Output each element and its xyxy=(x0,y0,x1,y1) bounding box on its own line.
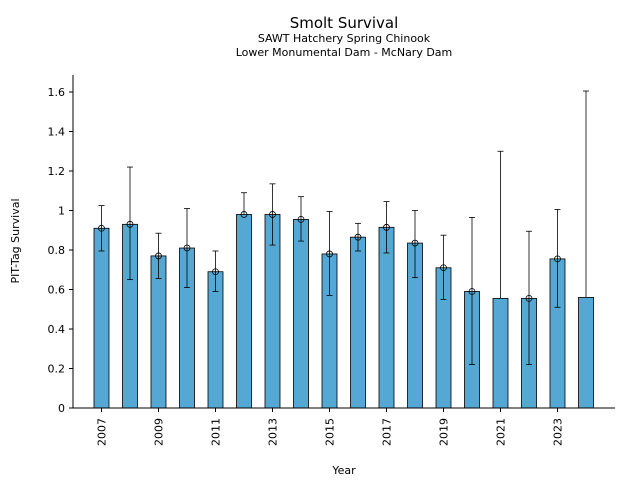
point-marker-2016 xyxy=(354,233,362,241)
x-tick-label: 2009 xyxy=(153,418,166,446)
plot-area xyxy=(93,90,594,409)
y-tick-label: 0 xyxy=(58,402,65,415)
bar-2014 xyxy=(293,218,309,409)
x-axis-label: Year xyxy=(331,464,356,477)
x-tick-label: 2013 xyxy=(267,418,280,446)
bar-2021 xyxy=(492,297,509,409)
point-marker-2019 xyxy=(440,264,447,272)
point-marker-2020 xyxy=(468,288,476,295)
chart-subtitle-line-1: SAWT Hatchery Spring Chinook xyxy=(258,32,431,45)
y-tick-label: 1 xyxy=(58,205,65,218)
point-marker-2014 xyxy=(297,215,305,223)
point-marker-2010 xyxy=(183,244,191,252)
y-tick-label: 0.6 xyxy=(48,284,66,297)
y-tick-label: 0.4 xyxy=(48,323,66,336)
point-marker-2015 xyxy=(326,250,333,258)
y-tick-label: 1.2 xyxy=(48,165,66,178)
chart-title: Smolt Survival xyxy=(290,14,399,32)
point-marker-2012 xyxy=(240,211,248,218)
x-tick-label: 2011 xyxy=(210,418,223,446)
point-marker-2023 xyxy=(554,255,561,263)
x-tick-label: 2023 xyxy=(552,418,565,446)
point-marker-2018 xyxy=(411,239,419,247)
point-marker-2013 xyxy=(269,211,276,218)
y-tick-label: 0.2 xyxy=(48,363,66,376)
point-marker-2008 xyxy=(126,220,134,228)
x-tick-label: 2007 xyxy=(96,418,109,446)
bar-2017 xyxy=(378,226,395,409)
point-marker-2007 xyxy=(98,224,105,232)
chart-subtitle-line-2: Lower Monumental Dam - McNary Dam xyxy=(236,46,453,59)
point-marker-2009 xyxy=(155,252,162,260)
y-tick-label: 1.6 xyxy=(48,86,66,99)
bar-2016 xyxy=(350,236,366,409)
bar-2007 xyxy=(93,227,110,409)
x-tick-label: 2015 xyxy=(324,418,337,446)
y-tick-label: 0.8 xyxy=(48,244,66,257)
x-tick-label: 2019 xyxy=(438,418,451,446)
x-tick-label: 2021 xyxy=(495,418,508,446)
bar-2011 xyxy=(207,271,224,409)
y-axis-label: PIT-Tag Survival xyxy=(9,198,22,283)
point-marker-2011 xyxy=(212,268,219,276)
y-tick-label: 1.4 xyxy=(48,126,66,139)
bar-2012 xyxy=(236,214,252,409)
bar-2024 xyxy=(578,296,594,409)
point-marker-2022 xyxy=(525,294,533,302)
point-marker-2017 xyxy=(383,223,390,231)
x-tick-label: 2017 xyxy=(381,418,394,446)
